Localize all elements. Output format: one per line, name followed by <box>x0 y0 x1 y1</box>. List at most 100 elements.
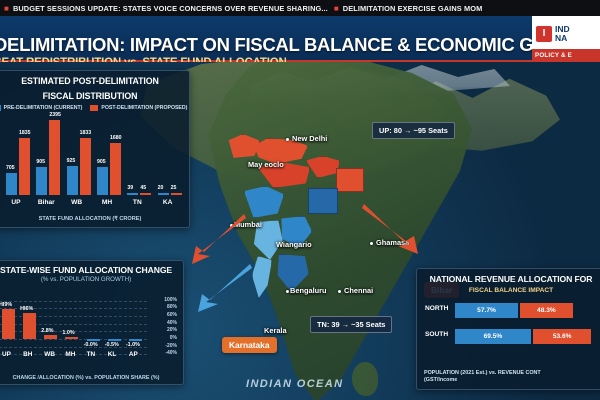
legend-item-post: POST-DELIMITATION (PROPOSED) <box>90 105 187 111</box>
panelA-title-line2: FISCAL DISTRIBUTION <box>42 91 138 101</box>
revenue-seg-north-revenue[interactable]: 48.3% <box>520 303 573 318</box>
ocean-label: INDIAN OCEAN <box>246 378 344 390</box>
bar-kl[interactable] <box>107 339 121 341</box>
y-tick-0: 0% <box>169 335 177 341</box>
gridline-0 <box>0 339 147 340</box>
y-tick--40: -40% <box>165 350 177 357</box>
bar-ap[interactable] <box>128 339 142 341</box>
revenue-seg-south-population[interactable]: 69.5% <box>455 329 531 344</box>
bar-value-tn-post: 45 <box>140 185 147 191</box>
city-label-bengaluru: Bengaluru <box>290 286 327 295</box>
revenue-seg-north-population[interactable]: 57.7% <box>455 303 519 318</box>
bar-ka-pre[interactable] <box>157 193 169 195</box>
y-tick-60: 60% <box>166 311 177 318</box>
bar-value-ka-post: 25 <box>170 185 177 191</box>
panelD-subtitle: FISCAL BALANCE IMPACT <box>468 287 554 294</box>
bar-wb-pre[interactable] <box>66 166 78 195</box>
legend-item-pre: PRE-DELIMITATION (CURRENT) <box>0 105 82 111</box>
panelB-title: STATE-WISE FUND ALLOCATION CHANGE <box>0 265 173 275</box>
legend-swatch-pre <box>0 105 1 111</box>
arrow-left-red <box>192 214 246 264</box>
bar-group-bihar <box>36 120 61 195</box>
panelB-bars: HI9% UP HI6% BH 2.8% WB 1.0% MH -0.0% TN -0.5% KL -1… <box>0 293 147 358</box>
bar-value-bihar-post: 2395 <box>49 112 61 119</box>
bar-bihar-post[interactable] <box>49 120 61 195</box>
x-tick-mh: MH <box>65 351 76 358</box>
map-badge-up-seats: UP: 80 → ~95 Seats <box>372 122 455 139</box>
city-label-mayeoclo: May eoclo <box>248 160 284 169</box>
revenue-value-north-revenue: 48.3% <box>537 307 556 314</box>
revenue-value-south-population: 69.5% <box>483 333 503 340</box>
panel-fund-allocation-change: STATE-WISE FUND ALLOCATION CHANGE (% vs.… <box>0 260 184 385</box>
revenue-row-north: NORTH 57.7% 48.3% <box>425 301 599 321</box>
revenue-row-track-north: 57.7% 48.3% <box>455 303 597 318</box>
landmass-srilanka <box>352 362 378 396</box>
state-rajasthan[interactable] <box>228 134 260 158</box>
bar-up-pre[interactable] <box>6 173 17 195</box>
gridline-20 <box>0 331 147 333</box>
ticker-item-1: BUDGET SESSIONS UPDATE: STATES VOICE CON… <box>12 3 328 13</box>
map-badge-tn-seats: TN: 39 → ~35 Seats <box>310 316 393 333</box>
y-tick-20: 20% <box>166 327 177 334</box>
bar-value-mh-post: 1680 <box>110 134 122 141</box>
bar-value-mh-pre: 905 <box>97 158 106 165</box>
bar-mh[interactable] <box>65 337 79 339</box>
bar-tn-pre[interactable] <box>127 193 139 195</box>
gridline--40 <box>0 354 147 356</box>
bar-group-tn <box>127 193 152 195</box>
panel-fiscal-distribution: ESTIMATED POST-DELIMITATION FISCAL DISTR… <box>0 70 190 228</box>
x-tick-tn: TN <box>132 199 142 206</box>
bar-up-post[interactable] <box>19 137 30 195</box>
bar-mh-pre[interactable] <box>97 166 108 195</box>
bar-bihar-pre[interactable] <box>36 166 48 195</box>
bar-tn-post[interactable] <box>140 193 152 195</box>
y-tick-100: 100% <box>164 296 177 303</box>
bar-value-wb-pre: 925 <box>66 158 76 165</box>
bar-ka-post[interactable] <box>170 193 182 195</box>
bar-value-kl: -0.5% <box>104 341 119 348</box>
state-northeast[interactable] <box>336 168 364 192</box>
page-title: DELIMITATION: IMPACT ON FISCAL BALANCE &… <box>0 34 600 55</box>
panelD-title: NATIONAL REVENUE ALLOCATION FOR <box>429 274 593 284</box>
revenue-row-track-south: 69.5% 53.6% <box>455 329 597 344</box>
legend-label-pre: PRE-DELIMITATION (CURRENT) <box>3 105 83 111</box>
city-label-kerala: Kerala <box>264 326 287 335</box>
bar-value-mh: 1.0% <box>62 330 75 337</box>
x-tick-up: UP <box>2 351 11 358</box>
gridline-80 <box>0 308 147 310</box>
bar-value-bihar-pre: 905 <box>36 158 45 165</box>
revenue-value-south-revenue: 53.6% <box>552 333 572 340</box>
x-tick-bihar: Bihar <box>37 199 55 206</box>
city-label-new-delhi: New Delhi <box>292 134 328 143</box>
map-chip-karnataka[interactable]: Karnataka <box>222 337 277 353</box>
x-tick-ka: KA <box>162 199 173 206</box>
city-marker-new-delhi <box>286 138 290 142</box>
panelB-subtitle: (% vs. POPULATION GROWTH) <box>40 276 132 283</box>
india-state-overlay <box>218 104 418 374</box>
bar-group-ka <box>157 193 182 195</box>
legend-swatch-post <box>90 105 99 111</box>
state-bihar[interactable] <box>306 156 340 178</box>
gridline--20 <box>0 346 147 348</box>
state-odisha[interactable] <box>308 188 338 214</box>
bar-wb-post[interactable] <box>79 137 91 195</box>
panelD-footer-line1: POPULATION (2021 Est.) vs. REVENUE CONT <box>424 370 541 376</box>
city-label-chennai: Chennai <box>344 286 374 295</box>
ticker-bullet-icon-2: ■ <box>333 3 339 13</box>
bar-wb[interactable] <box>44 334 58 339</box>
city-marker-bengaluru <box>286 290 290 294</box>
panelB-y-axis: 100% 80% 60% 40% 20% 0% -20% -40% <box>145 291 177 357</box>
bar-tn[interactable] <box>86 339 100 341</box>
bar-bh[interactable] <box>23 313 37 339</box>
city-marker-ghamasa <box>370 242 374 246</box>
bar-mh-post[interactable] <box>110 142 121 195</box>
logo-mark-icon: I <box>536 25 552 42</box>
bar-group-wb <box>66 137 91 195</box>
bar-value-bh: HI6% <box>20 306 34 313</box>
x-tick-tn: TN <box>86 351 96 358</box>
ticker-item-2: DELIMITATION EXERCISE GAINS MOM <box>342 3 483 13</box>
revenue-seg-south-revenue[interactable]: 53.6% <box>532 329 592 344</box>
x-tick-wb: WB <box>44 351 55 358</box>
bar-up[interactable] <box>2 308 15 339</box>
